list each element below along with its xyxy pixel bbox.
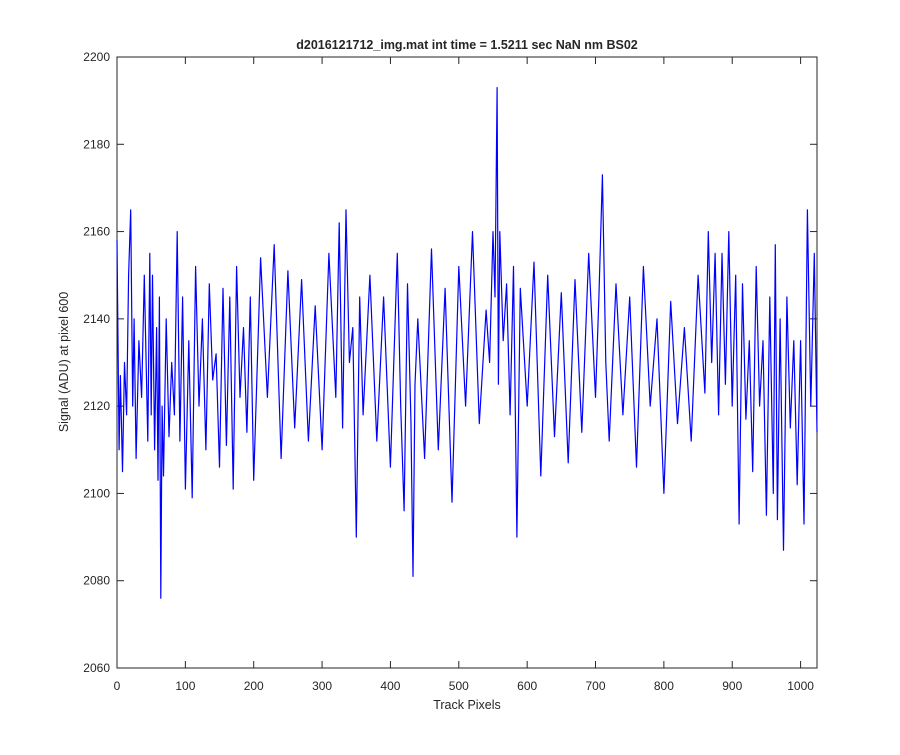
chart-title: d2016121712_img.mat int time = 1.5211 se… <box>296 38 638 52</box>
x-tick-label: 0 <box>114 679 121 693</box>
series-line-0 <box>116 86 818 599</box>
y-tick-label: 2180 <box>83 137 110 151</box>
x-tick-label: 200 <box>244 679 264 693</box>
plot-frame <box>116 56 818 669</box>
plot-area: 0 100 200 300 400 500 600 700 800 900 1000 2060 2080… <box>83 50 818 693</box>
x-tick-label: 400 <box>380 679 400 693</box>
y-axis-label: Signal (ADU) at pixel 600 <box>57 292 71 432</box>
x-axis-label: Track Pixels <box>433 698 501 712</box>
x-tick-label: 900 <box>722 679 742 693</box>
x-tick-label: 700 <box>586 679 606 693</box>
y-tick-label: 2080 <box>83 574 110 588</box>
x-tick-label: 800 <box>654 679 674 693</box>
y-tick-label: 2100 <box>83 486 110 500</box>
y-tick-label: 2060 <box>83 661 110 675</box>
y-tick-label: 2140 <box>83 312 110 326</box>
y-tick-label: 2200 <box>83 50 110 64</box>
x-tick-label: 1000 <box>787 679 814 693</box>
x-tick-label: 300 <box>312 679 332 693</box>
x-tick-label: 100 <box>175 679 195 693</box>
x-tick-label: 500 <box>449 679 469 693</box>
y-tick-label: 2160 <box>83 225 110 239</box>
y-tick-label: 2120 <box>83 399 110 413</box>
x-tick-label: 600 <box>517 679 537 693</box>
